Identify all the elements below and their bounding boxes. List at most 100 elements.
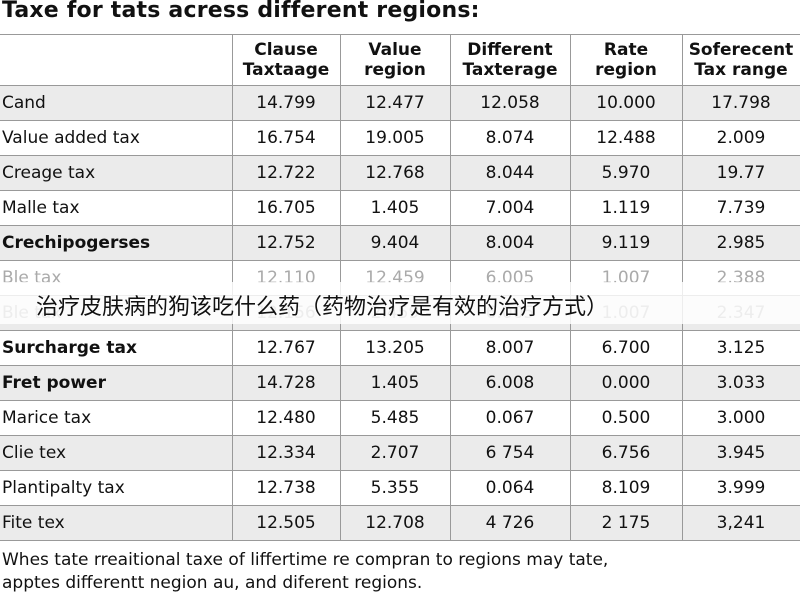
value-cell: 6.756 [569, 435, 683, 471]
header-text: Different [467, 40, 553, 60]
value-cell: 8.074 [449, 120, 571, 156]
value-cell: 16.705 [231, 190, 341, 226]
value-cell: 14.799 [231, 85, 341, 121]
value-cell: 10.000 [569, 85, 683, 121]
value-cell: 3.000 [681, 400, 800, 436]
value-cell: 12.488 [569, 120, 683, 156]
value-cell: 12.752 [231, 225, 341, 261]
value-cell: 13.205 [339, 330, 451, 366]
value-cell: 5.485 [339, 400, 451, 436]
value-cell: 12.738 [231, 470, 341, 506]
header-text: region [595, 60, 657, 80]
table-row: Surcharge tax 12.767 13.205 8.007 6.700 3.125 [0, 330, 800, 366]
value-cell: 2.707 [339, 435, 451, 471]
label-cell: Value added tax [0, 120, 233, 156]
label-cell: Fite tex [0, 505, 233, 541]
value-cell: 3.033 [681, 365, 800, 401]
value-cell: 3.945 [681, 435, 800, 471]
footer-line: Whes tate rreaitional taxe of liffertime… [2, 550, 609, 570]
value-cell: 1.405 [339, 365, 451, 401]
header-text: Taxtaage [242, 60, 330, 80]
value-cell: 7.004 [449, 190, 571, 226]
label-cell: Fret power [0, 365, 233, 401]
table-row: Creage tax 12.722 12.768 8.044 5.970 19.77 [0, 155, 800, 191]
value-cell: 19.77 [681, 155, 800, 191]
overlay-banner: 治疗皮肤病的狗该吃什么药（药物治疗是有效的治疗方式） [0, 282, 800, 324]
value-cell: 2 175 [569, 505, 683, 541]
value-cell: 6.700 [569, 330, 683, 366]
value-cell: 12.722 [231, 155, 341, 191]
table-row: Clie tex 12.334 2.707 6 754 6.756 3.945 [0, 435, 800, 471]
label-cell: Plantipalty tax [0, 470, 233, 506]
header-text: Rate [603, 40, 649, 60]
value-cell: 1.405 [339, 190, 451, 226]
value-cell: 3.125 [681, 330, 800, 366]
value-cell: 17.798 [681, 85, 800, 121]
value-cell: 12.505 [231, 505, 341, 541]
value-cell: 8.109 [569, 470, 683, 506]
value-cell: 9.119 [569, 225, 683, 261]
value-cell: 0.064 [449, 470, 571, 506]
table-row: Crechipogerses 12.752 9.404 8.004 9.119 2.985 [0, 225, 800, 261]
value-cell: 5.355 [339, 470, 451, 506]
value-cell: 0.067 [449, 400, 571, 436]
value-cell: 3.999 [681, 470, 800, 506]
header-row: Clause Taxtaage Value region Different Taxter… [0, 34, 800, 86]
header-cell: Rate region [569, 34, 683, 86]
value-cell: 19.005 [339, 120, 451, 156]
value-cell: 3,241 [681, 505, 800, 541]
value-cell: 12.058 [449, 85, 571, 121]
label-cell: Crechipogerses [0, 225, 233, 261]
value-cell: 6.008 [449, 365, 571, 401]
table-row: Fret power 14.728 1.405 6.008 0.000 3.033 [0, 365, 800, 401]
value-cell: 12.708 [339, 505, 451, 541]
value-cell: 14.728 [231, 365, 341, 401]
value-cell: 6 754 [449, 435, 571, 471]
label-cell: Surcharge tax [0, 330, 233, 366]
value-cell: 12.334 [231, 435, 341, 471]
value-cell: 8.004 [449, 225, 571, 261]
value-cell: 5.970 [569, 155, 683, 191]
value-cell: 16.754 [231, 120, 341, 156]
label-cell: Marice tax [0, 400, 233, 436]
value-cell: 9.404 [339, 225, 451, 261]
value-cell: 2.985 [681, 225, 800, 261]
value-cell: 2.009 [681, 120, 800, 156]
label-cell: Creage tax [0, 155, 233, 191]
label-cell: Cand [0, 85, 233, 121]
header-cell: Different Taxterage [449, 34, 571, 86]
header-text: Taxterage [462, 60, 558, 80]
table-row: Fite tex 12.505 12.708 4 726 2 175 3,241 [0, 505, 800, 541]
table-row: Value added tax 16.754 19.005 8.074 12.488 2.… [0, 120, 800, 156]
value-cell: 12.768 [339, 155, 451, 191]
table-row: Plantipalty tax 12.738 5.355 0.064 8.109 3.99… [0, 470, 800, 506]
value-cell: 12.767 [231, 330, 341, 366]
header-cell: Soferecent Tax range [681, 34, 800, 86]
header-cell [0, 34, 233, 86]
value-cell: 8.007 [449, 330, 571, 366]
value-cell: 7.739 [681, 190, 800, 226]
header-text: region [364, 60, 426, 80]
table-row: Cand 14.799 12.477 12.058 10.000 17.798 [0, 85, 800, 121]
header-cell: Clause Taxtaage [231, 34, 341, 86]
header-text: Soferecent [688, 40, 794, 60]
value-cell: 4 726 [449, 505, 571, 541]
value-cell: 12.477 [339, 85, 451, 121]
overlay-text: 治疗皮肤病的狗该吃什么药（药物治疗是有效的治疗方式） [36, 295, 609, 320]
value-cell: 12.480 [231, 400, 341, 436]
header-text: Value [368, 40, 422, 60]
footer-line: apptes differentt negion au, and diferen… [2, 573, 423, 593]
value-cell: 1.119 [569, 190, 683, 226]
header-text: Tax range [694, 60, 788, 80]
table-row: Marice tax 12.480 5.485 0.067 0.500 3.000 [0, 400, 800, 436]
header-cell: Value region [339, 34, 451, 86]
table-row: Malle tax 16.705 1.405 7.004 1.119 7.739 [0, 190, 800, 226]
value-cell: 8.044 [449, 155, 571, 191]
label-cell: Clie tex [0, 435, 233, 471]
label-cell: Malle tax [0, 190, 233, 226]
title: Taxe for tats acress different regions: [2, 0, 480, 23]
header-text: Clause [254, 40, 318, 60]
value-cell: 0.000 [569, 365, 683, 401]
value-cell: 0.500 [569, 400, 683, 436]
